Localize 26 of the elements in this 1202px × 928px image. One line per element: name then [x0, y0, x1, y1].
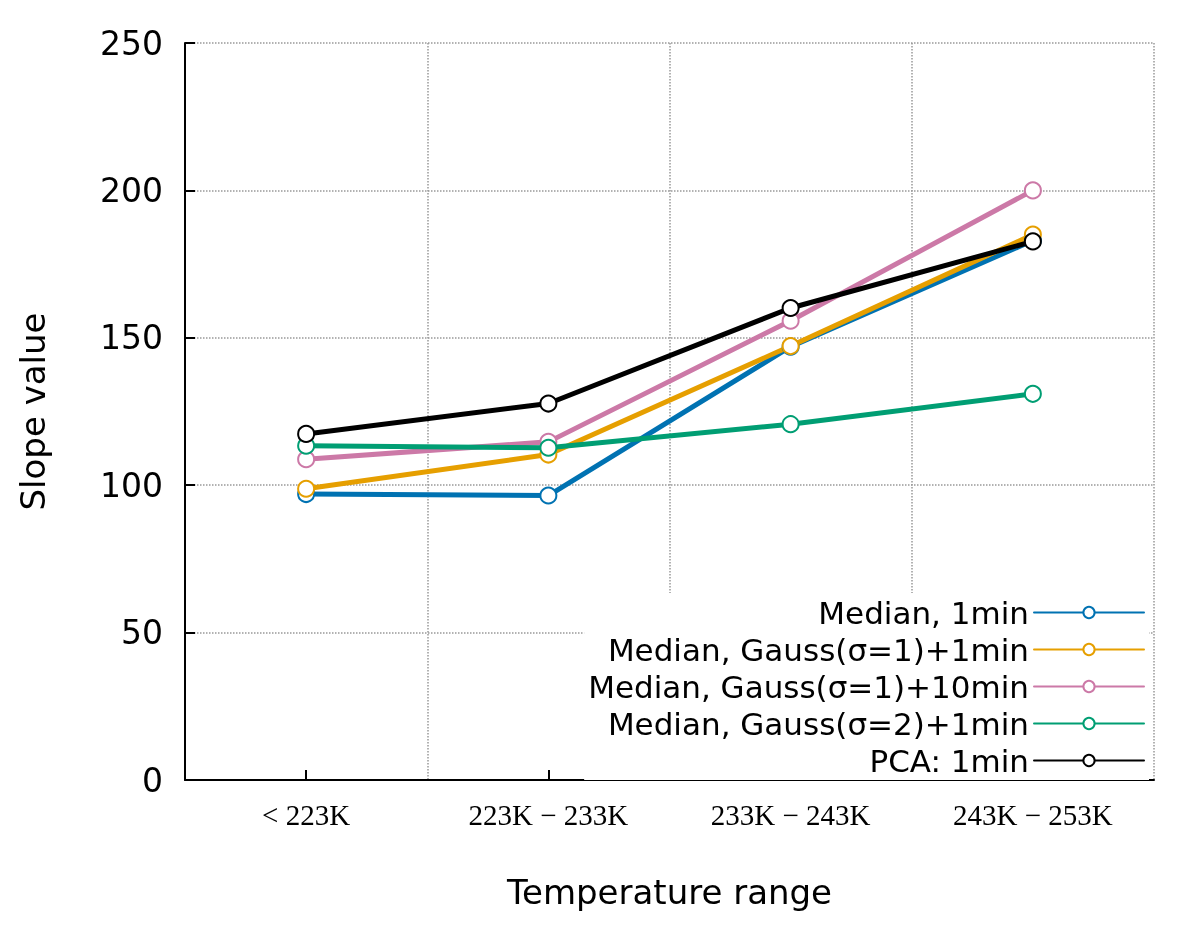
legend-label: Median, Gauss(σ=1)+1min	[607, 631, 1029, 668]
legend-label: Median, Gauss(σ=2)+1min	[607, 705, 1029, 742]
x-axis-title: Temperature range	[505, 872, 833, 912]
y-axis-title: Slope value	[13, 312, 53, 511]
x-tick-label: < 223K	[262, 798, 351, 831]
point	[297, 424, 316, 443]
point	[539, 486, 558, 505]
legend-label: Median, Gauss(σ=1)+10min	[588, 668, 1029, 705]
y-tick-label: 150	[100, 318, 163, 358]
point	[539, 394, 558, 413]
x-tick-label: 243K − 253K	[953, 798, 1113, 831]
y-tick-label: 100	[100, 465, 163, 505]
x-tick-label: 233K − 243K	[710, 798, 871, 831]
y-tick-label: 50	[121, 613, 163, 653]
x-tick-label: 223K − 233K	[468, 798, 629, 831]
legend-label: Median, 1min	[818, 594, 1029, 631]
y-tick-label: 200	[100, 170, 163, 210]
point	[1023, 384, 1042, 403]
point	[781, 299, 800, 318]
y-tick-label: 250	[100, 23, 163, 63]
point	[781, 415, 800, 434]
point	[1023, 181, 1042, 200]
y-tick-label: 0	[142, 760, 163, 800]
point	[539, 438, 558, 457]
point	[297, 479, 316, 498]
legend-label: PCA: 1min	[869, 742, 1029, 779]
